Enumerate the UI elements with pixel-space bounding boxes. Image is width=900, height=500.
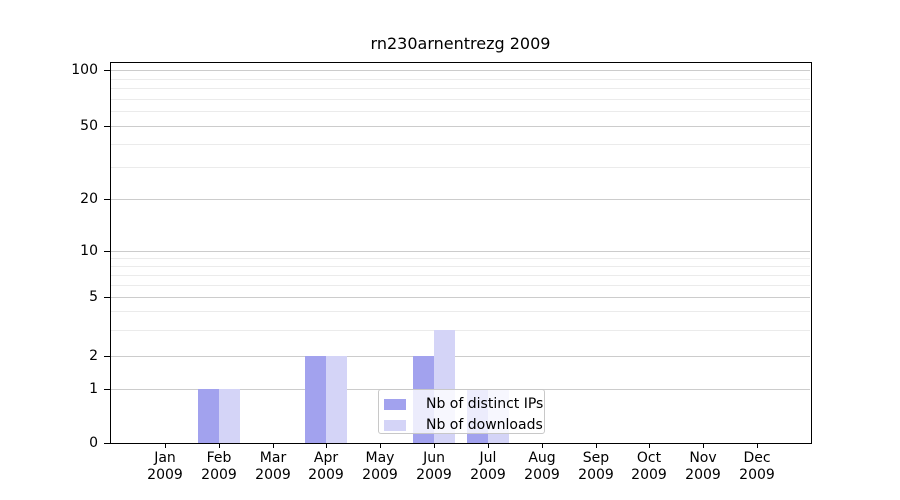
y-tick-mark [104,126,111,127]
gridline-minor [111,285,810,286]
legend-label-ips: Nb of distinct IPs [426,396,544,412]
y-tick-label: 100 [71,62,98,78]
y-tick-mark [104,356,111,357]
gridline-major [111,297,810,298]
gridline-minor [111,266,810,267]
x-tick-mark [380,443,381,448]
gridline-minor [111,79,810,80]
y-tick-mark [104,443,111,444]
x-tick-label: Dec 2009 [739,450,775,483]
y-tick-mark [104,70,111,71]
x-tick-mark [165,443,166,448]
gridline-minor [111,330,810,331]
x-tick-label: Apr 2009 [308,450,344,483]
x-tick-label: Oct 2009 [631,450,667,483]
legend-item-ips: Nb of distinct IPs [384,396,543,413]
x-tick-mark [596,443,597,448]
x-tick-mark [649,443,650,448]
gridline-minor [111,88,810,89]
bar-ips-feb [198,389,219,443]
x-tick-label: Jul 2009 [470,450,506,483]
x-tick-mark [488,443,489,448]
x-tick-label: Sep 2009 [578,450,614,483]
x-tick-label: Nov 2009 [685,450,721,483]
gridline-major [111,199,810,200]
plot-area [111,63,810,443]
y-tick-mark [104,297,111,298]
x-tick-label: Feb 2009 [201,450,237,483]
y-tick-mark [104,389,111,390]
legend-swatch-downloads [384,420,406,431]
legend-label-downloads: Nb of downloads [426,417,543,433]
y-tick-label: 10 [80,243,98,259]
bar-downloads-apr [326,356,347,443]
gridline-minor [111,144,810,145]
x-tick-label: Aug 2009 [524,450,560,483]
y-tick-label: 1 [89,381,98,397]
x-tick-mark [757,443,758,448]
gridline-minor [111,167,810,168]
gridline-major [111,126,810,127]
y-tick-label: 20 [80,191,98,207]
chart-title: rn230arnentrezg 2009 [370,34,551,53]
y-tick-label: 50 [80,118,98,134]
legend: Nb of distinct IPs Nb of downloads [378,389,545,434]
gridline-minor [111,275,810,276]
gridline-minor [111,99,810,100]
gridline-minor [111,258,810,259]
y-tick-label: 2 [89,348,98,364]
x-tick-mark [542,443,543,448]
bar-ips-apr [305,356,326,443]
x-tick-mark [273,443,274,448]
x-tick-label: May 2009 [362,450,398,483]
x-tick-mark [326,443,327,448]
x-tick-label: Jun 2009 [416,450,452,483]
legend-item-downloads: Nb of downloads [384,417,543,434]
gridline-major [111,251,810,252]
gridline-minor [111,111,810,112]
x-tick-label: Mar 2009 [255,450,291,483]
y-tick-label: 5 [89,289,98,305]
gridline-minor [111,311,810,312]
x-tick-mark [219,443,220,448]
y-tick-mark [104,251,111,252]
x-tick-mark [703,443,704,448]
y-tick-mark [104,199,111,200]
gridline-major [111,70,810,71]
legend-swatch-ips [384,399,406,410]
x-tick-mark [434,443,435,448]
y-tick-label: 0 [89,435,98,451]
x-tick-label: Jan 2009 [147,450,183,483]
gridline-major [111,356,810,357]
bar-downloads-feb [219,389,240,443]
